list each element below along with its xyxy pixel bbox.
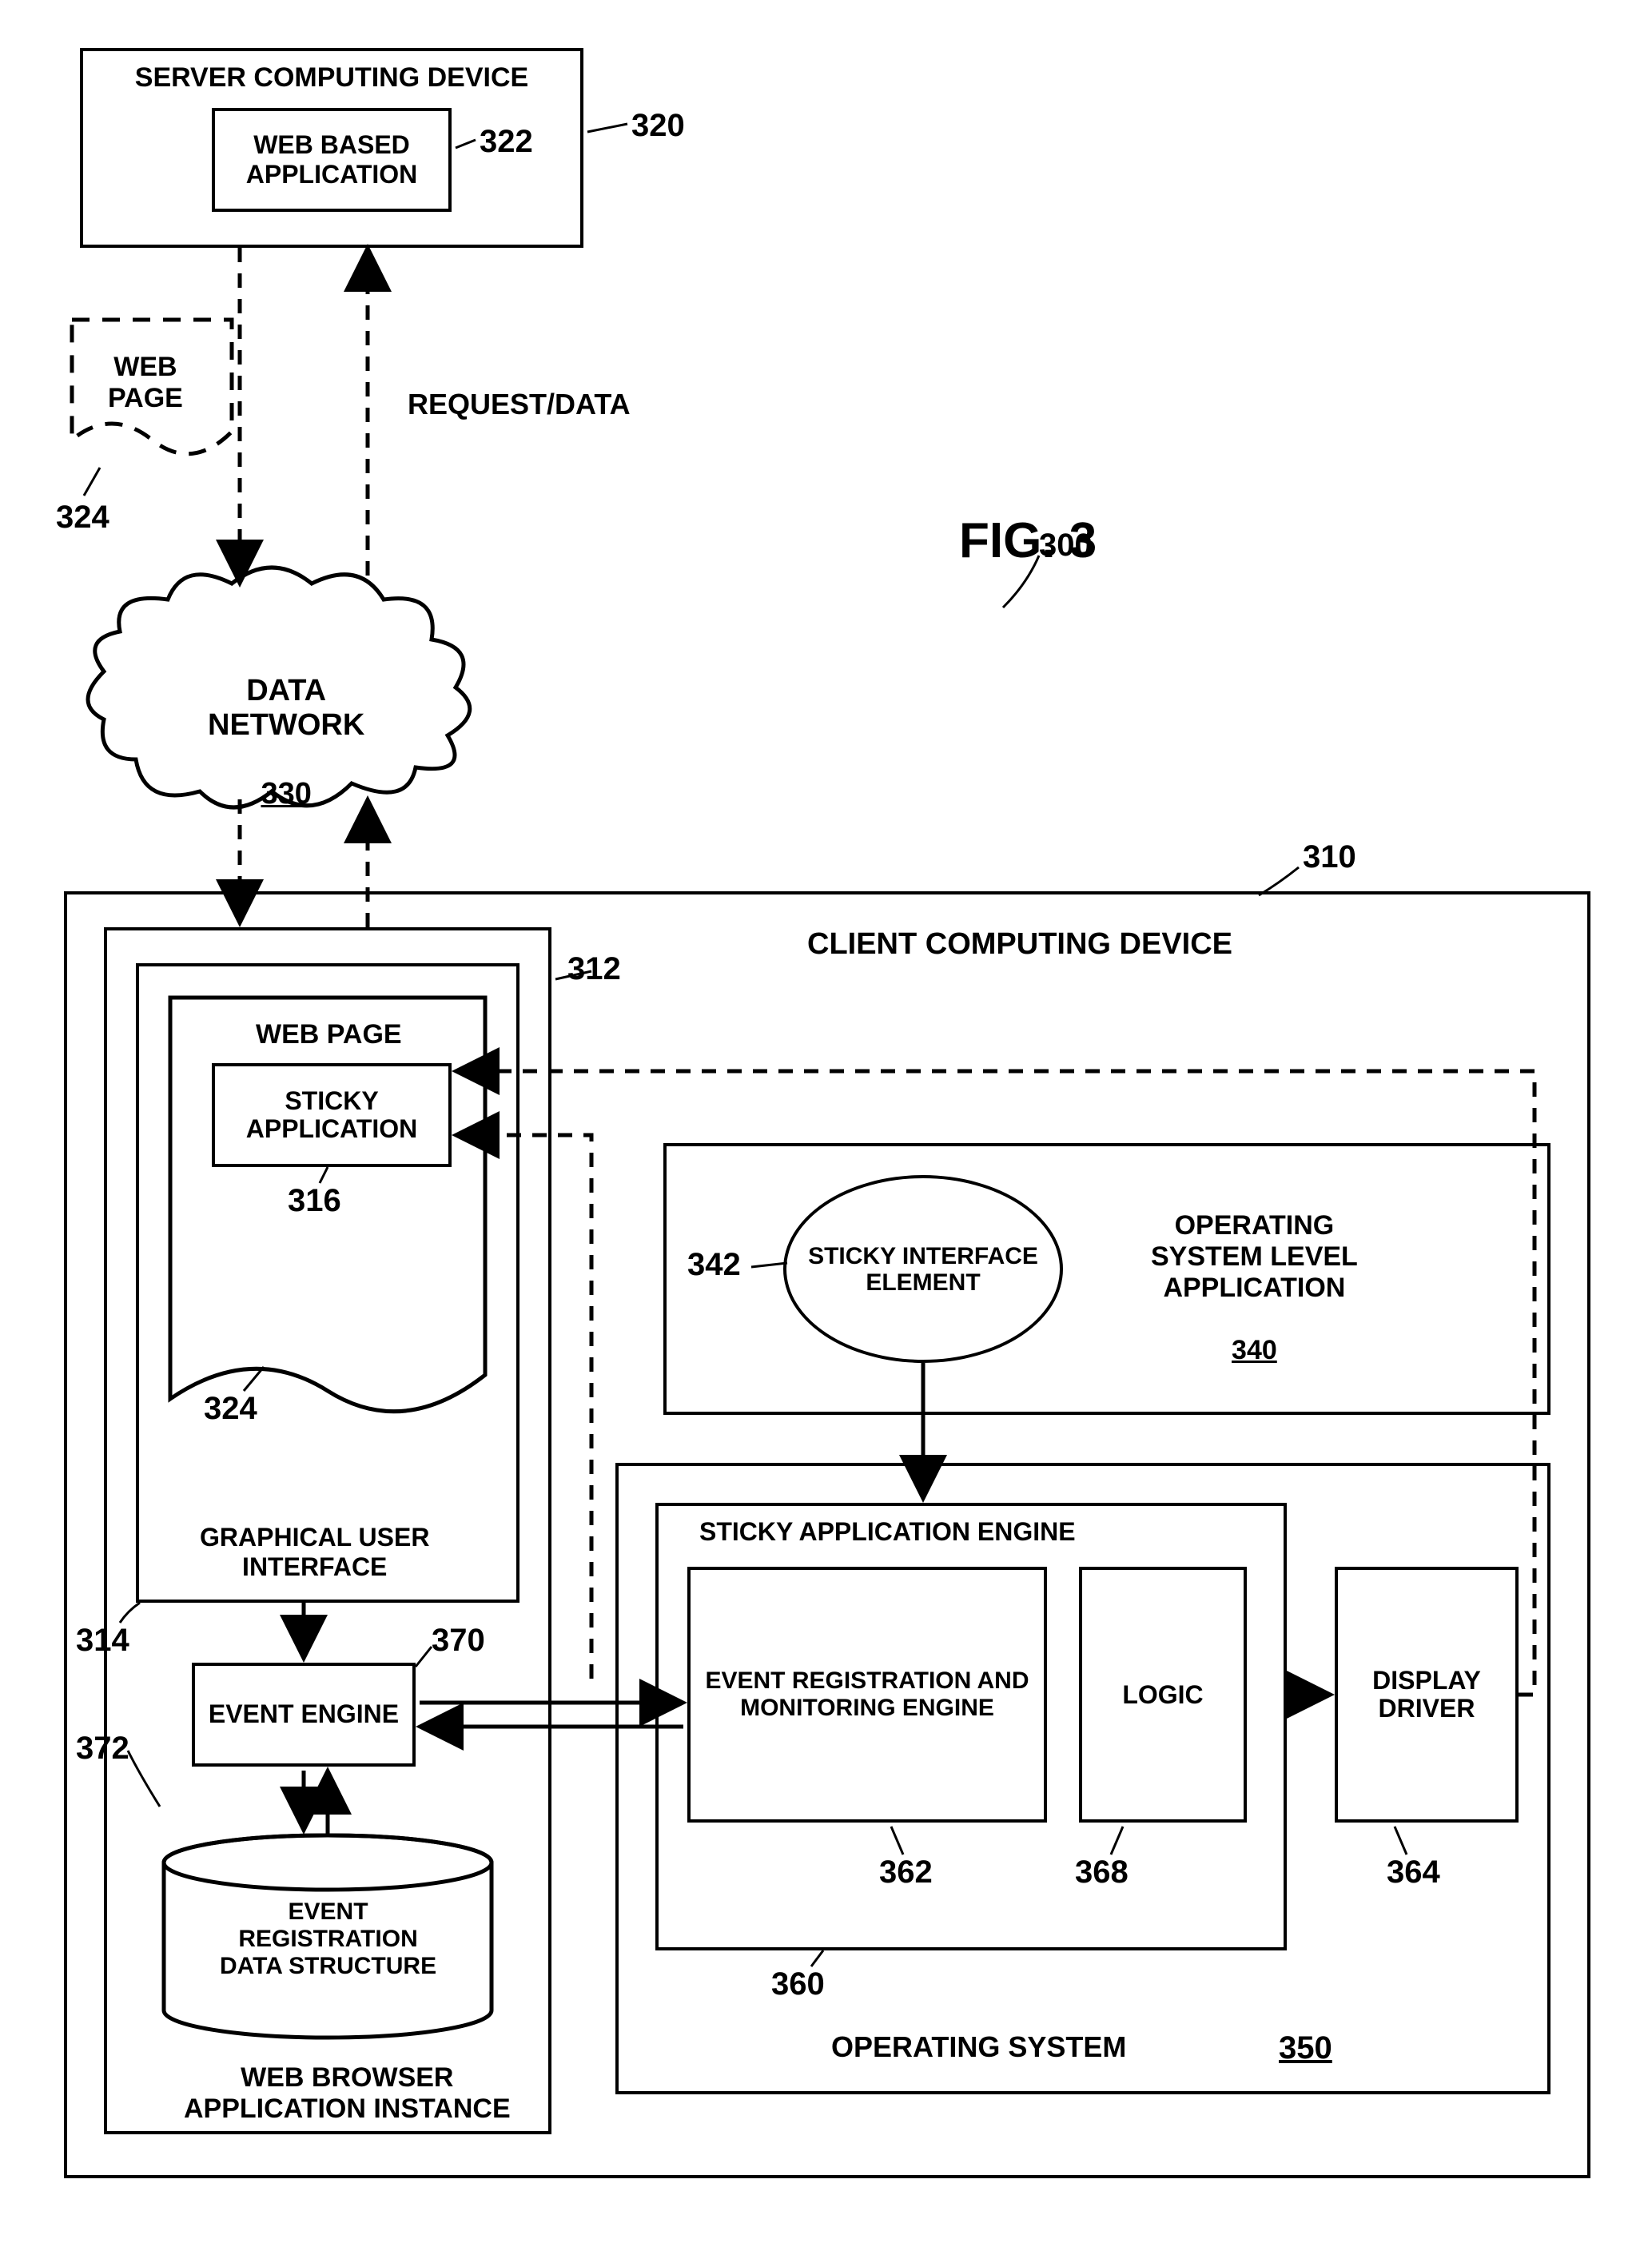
- server-title: SERVER COMPUTING DEVICE: [135, 62, 528, 94]
- network-ref: 330: [261, 777, 311, 811]
- sae-title: STICKY APPLICATION ENGINE: [699, 1517, 1076, 1547]
- sticky-interface-label: STICKY INTERFACE ELEMENT: [786, 1243, 1060, 1296]
- web-based-app-box: WEB BASED APPLICATION: [212, 108, 452, 212]
- client-ref: 310: [1303, 839, 1356, 875]
- webpage-ext-doc: WEB PAGE: [64, 312, 240, 472]
- gui-ref: 314: [76, 1623, 129, 1659]
- sticky-interface-ellipse: STICKY INTERFACE ELEMENT: [783, 1175, 1063, 1363]
- sticky-interface-ref: 342: [687, 1247, 741, 1283]
- display-driver-label: DISPLAY DRIVER: [1338, 1667, 1515, 1723]
- os-level-app-title-text: OPERATING SYSTEM LEVEL APPLICATION: [1151, 1210, 1358, 1303]
- os-title: OPERATING SYSTEM: [831, 2030, 1126, 2064]
- figure-number: 300: [1039, 528, 1093, 564]
- diagram-canvas: FIG. 3 300 SERVER COMPUTING DEVICE WEB B…: [32, 32, 1620, 2223]
- network-cloud: DATA NETWORK 330: [72, 544, 488, 831]
- request-data-label: REQUEST/DATA: [408, 388, 631, 421]
- webpage-ext-label: WEB PAGE: [108, 352, 183, 414]
- client-title: CLIENT COMPUTING DEVICE: [807, 927, 1232, 962]
- webapp-ref: 322: [480, 124, 533, 160]
- event-mon-box: EVENT REGISTRATION AND MONITORING ENGINE: [687, 1567, 1047, 1823]
- sticky-app-label: STICKY APPLICATION: [215, 1087, 448, 1143]
- browser-ref: 312: [567, 951, 621, 987]
- event-reg-ds-ref: 372: [76, 1731, 129, 1767]
- sae-ref: 360: [771, 1966, 825, 2002]
- os-level-app-title: OPERATING SYSTEM LEVEL APPLICATION 340: [1151, 1179, 1358, 1366]
- web-based-app-label: WEB BASED APPLICATION: [215, 130, 448, 189]
- event-mon-ref: 362: [879, 1855, 933, 1890]
- event-engine-label: EVENT ENGINE: [209, 1700, 399, 1728]
- webpage-int-ref: 324: [204, 1391, 257, 1427]
- os-ref: 350: [1279, 2030, 1332, 2066]
- event-reg-ds-label: EVENT REGISTRATION DATA STRUCTURE: [220, 1898, 436, 1980]
- sticky-app-ref: 316: [288, 1183, 341, 1219]
- event-engine-ref: 370: [432, 1623, 485, 1659]
- logic-label: LOGIC: [1122, 1680, 1203, 1710]
- sticky-app-box: STICKY APPLICATION: [212, 1063, 452, 1167]
- network-label-text: DATA NETWORK: [208, 674, 364, 742]
- event-mon-label: EVENT REGISTRATION AND MONITORING ENGINE: [691, 1667, 1044, 1723]
- logic-box: LOGIC: [1079, 1567, 1247, 1823]
- server-ref: 320: [631, 108, 685, 144]
- logic-ref: 368: [1075, 1855, 1129, 1890]
- browser-title: WEB BROWSER APPLICATION INSTANCE: [184, 2062, 511, 2125]
- event-reg-ds-cylinder: EVENT REGISTRATION DATA STRUCTURE: [156, 1831, 500, 2050]
- display-driver-box: DISPLAY DRIVER: [1335, 1567, 1519, 1823]
- os-level-app-ref: 340: [1232, 1335, 1277, 1365]
- display-driver-ref: 364: [1387, 1855, 1440, 1890]
- webpage-int-label: WEB PAGE: [256, 1019, 402, 1050]
- event-engine-box: EVENT ENGINE: [192, 1663, 416, 1767]
- network-label: DATA NETWORK 330: [208, 639, 364, 811]
- webpage-ext-ref: 324: [56, 500, 109, 536]
- gui-title: GRAPHICAL USER INTERFACE: [200, 1523, 429, 1582]
